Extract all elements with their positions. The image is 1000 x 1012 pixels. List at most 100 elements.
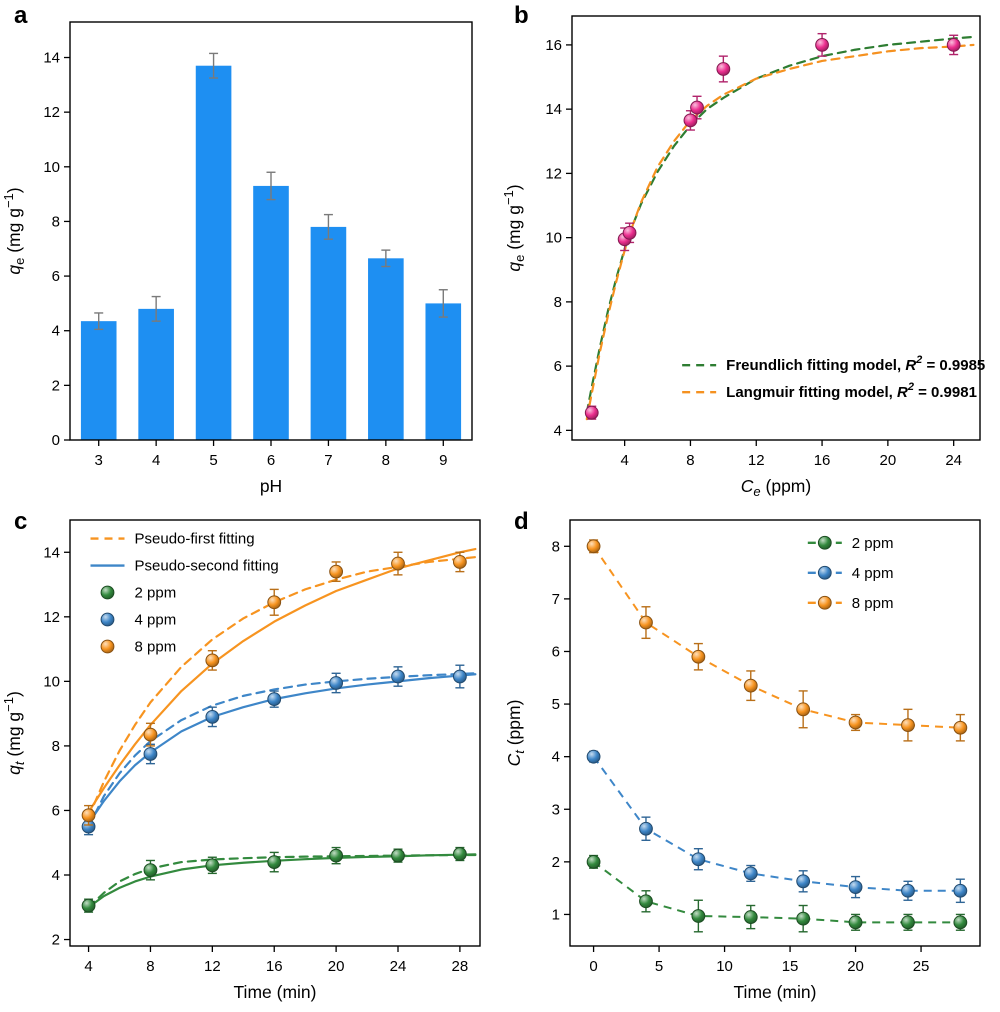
legend-label: Langmuir fitting model, R2 = 0.9981 — [726, 381, 977, 401]
svg-text:10: 10 — [545, 230, 562, 247]
x-axis-label: Time (min) — [234, 982, 317, 1002]
svg-text:2: 2 — [552, 854, 560, 871]
series-2ppm — [81, 846, 467, 913]
plot-frame — [69, 519, 481, 947]
y-axis: 4 6 8 10 12 14 16 — [545, 37, 572, 439]
svg-text:25: 25 — [913, 958, 930, 975]
4ppm-pseudo-first-curve — [87, 672, 477, 828]
svg-text:4: 4 — [552, 749, 560, 766]
svg-text:24: 24 — [945, 452, 962, 469]
2ppm-pseudo-second-curve — [87, 853, 477, 909]
svg-text:1: 1 — [552, 906, 560, 923]
svg-text:2: 2 — [52, 932, 60, 949]
svg-text:4: 4 — [554, 422, 562, 439]
svg-text:8: 8 — [146, 958, 154, 975]
legend-label: Freundlich fitting model, R2 = 0.9985 — [726, 354, 985, 374]
panel-a-svg: 0 2 4 6 8 10 12 14 3 4 5 6 7 8 9 pH qe (mg g−1) — [1, 21, 473, 496]
bar — [425, 303, 462, 440]
svg-text:6: 6 — [52, 802, 60, 819]
legend: 2 ppm 4 ppm 8 ppm — [807, 535, 894, 612]
x-axis: 4 8 12 16 20 24 28 — [84, 946, 468, 975]
svg-text:12: 12 — [545, 165, 562, 182]
bar — [195, 65, 232, 441]
svg-text:12: 12 — [748, 452, 765, 469]
x-axis-label: Time (min) — [734, 982, 817, 1002]
panel-b-chart: 4 6 8 10 12 14 16 4 8 12 16 20 24 Ce (ppm) qe (mg g−1)… — [500, 0, 1000, 506]
2ppm-pseudo-first-curve — [87, 853, 477, 909]
svg-text:10: 10 — [716, 958, 733, 975]
svg-text:14: 14 — [43, 50, 60, 67]
plot-frame — [569, 519, 981, 947]
4ppm-line — [592, 756, 961, 892]
panel-c: c 2 4 6 8 10 12 14 4 8 12 16 20 24 28 Time (min) qt (mg… — [0, 506, 500, 1012]
svg-text:4: 4 — [52, 867, 60, 884]
panel-b-svg: 4 6 8 10 12 14 16 4 8 12 16 20 24 Ce (ppm) qe (mg g−1)… — [501, 15, 985, 499]
svg-text:6: 6 — [552, 643, 560, 660]
legend-label: 8 ppm — [135, 639, 177, 656]
panel-b: b 4 6 8 10 12 14 16 4 8 12 16 20 24 Ce (ppm) qe (mg g−… — [500, 0, 1000, 506]
svg-text:16: 16 — [814, 452, 831, 469]
4ppm-pseudo-second-curve — [87, 673, 477, 825]
bar — [368, 258, 404, 440]
x-axis: 4 8 12 16 20 24 — [620, 440, 962, 469]
svg-text:4: 4 — [52, 323, 60, 340]
svg-text:5: 5 — [209, 452, 217, 469]
panel-label-c: c — [14, 508, 28, 535]
svg-text:7: 7 — [552, 591, 560, 608]
legend: Freundlich fitting model, R2 = 0.9985 Lan… — [682, 354, 985, 401]
svg-text:6: 6 — [52, 268, 60, 285]
panel-label-a: a — [14, 2, 28, 29]
svg-text:16: 16 — [545, 37, 562, 54]
svg-text:15: 15 — [782, 958, 799, 975]
bar — [253, 185, 289, 440]
legend-label: 4 ppm — [135, 612, 177, 629]
y-axis: 0 2 4 6 8 10 12 14 — [43, 50, 70, 449]
y-axis-label: Ct (ppm) — [504, 700, 527, 767]
svg-text:14: 14 — [545, 101, 562, 118]
svg-text:3: 3 — [552, 801, 560, 818]
svg-text:0: 0 — [589, 958, 597, 975]
8ppm-pseudo-first-curve — [87, 556, 477, 819]
svg-text:6: 6 — [554, 358, 562, 375]
y-axis-label: qt (mg g−1) — [1, 691, 27, 775]
bars — [80, 52, 462, 441]
svg-text:2: 2 — [52, 377, 60, 394]
svg-text:5: 5 — [552, 696, 560, 713]
bar — [138, 308, 174, 440]
svg-text:9: 9 — [439, 452, 447, 469]
2ppm-line — [592, 861, 961, 924]
svg-text:24: 24 — [390, 958, 407, 975]
x-axis: 0 5 10 15 20 25 — [589, 946, 929, 975]
series-4ppm — [586, 749, 968, 904]
y-axis-label: qe (mg g−1) — [501, 184, 527, 271]
legend-label: 8 ppm — [852, 595, 894, 612]
x-axis-label: Ce (ppm) — [741, 476, 811, 499]
bar — [310, 226, 347, 440]
svg-text:10: 10 — [43, 673, 60, 690]
svg-text:12: 12 — [43, 609, 60, 626]
panel-label-d: d — [514, 508, 529, 535]
svg-text:4: 4 — [84, 958, 92, 975]
panel-d: d 1 2 3 4 5 6 7 8 0 5 10 15 20 25 Time (min) Ct (ppm) 2 … — [500, 506, 1000, 1012]
svg-text:8: 8 — [552, 538, 560, 555]
svg-text:20: 20 — [328, 958, 345, 975]
panel-a: a 0 2 4 6 8 10 12 14 3 4 5 6 7 8 9 pH qe (mg g−1) — [0, 0, 500, 506]
panel-a-chart: 0 2 4 6 8 10 12 14 3 4 5 6 7 8 9 pH qe (mg g−1) — [0, 0, 500, 506]
svg-text:12: 12 — [204, 958, 221, 975]
series-isotherm-data — [584, 32, 961, 420]
svg-text:6: 6 — [267, 452, 275, 469]
svg-text:14: 14 — [43, 544, 60, 561]
svg-text:20: 20 — [847, 958, 864, 975]
legend-label: 2 ppm — [135, 585, 177, 602]
svg-text:16: 16 — [266, 958, 283, 975]
svg-text:0: 0 — [52, 432, 60, 449]
svg-text:8: 8 — [52, 213, 60, 230]
svg-text:10: 10 — [43, 159, 60, 176]
panel-c-chart: 2 4 6 8 10 12 14 4 8 12 16 20 24 28 Time (min) qt (mg g… — [0, 506, 500, 1012]
svg-text:7: 7 — [324, 452, 332, 469]
bar — [80, 321, 117, 440]
y-axis: 2 4 6 8 10 12 14 — [43, 544, 70, 949]
svg-text:8: 8 — [554, 294, 562, 311]
langmuir-fit-curve — [585, 43, 975, 421]
